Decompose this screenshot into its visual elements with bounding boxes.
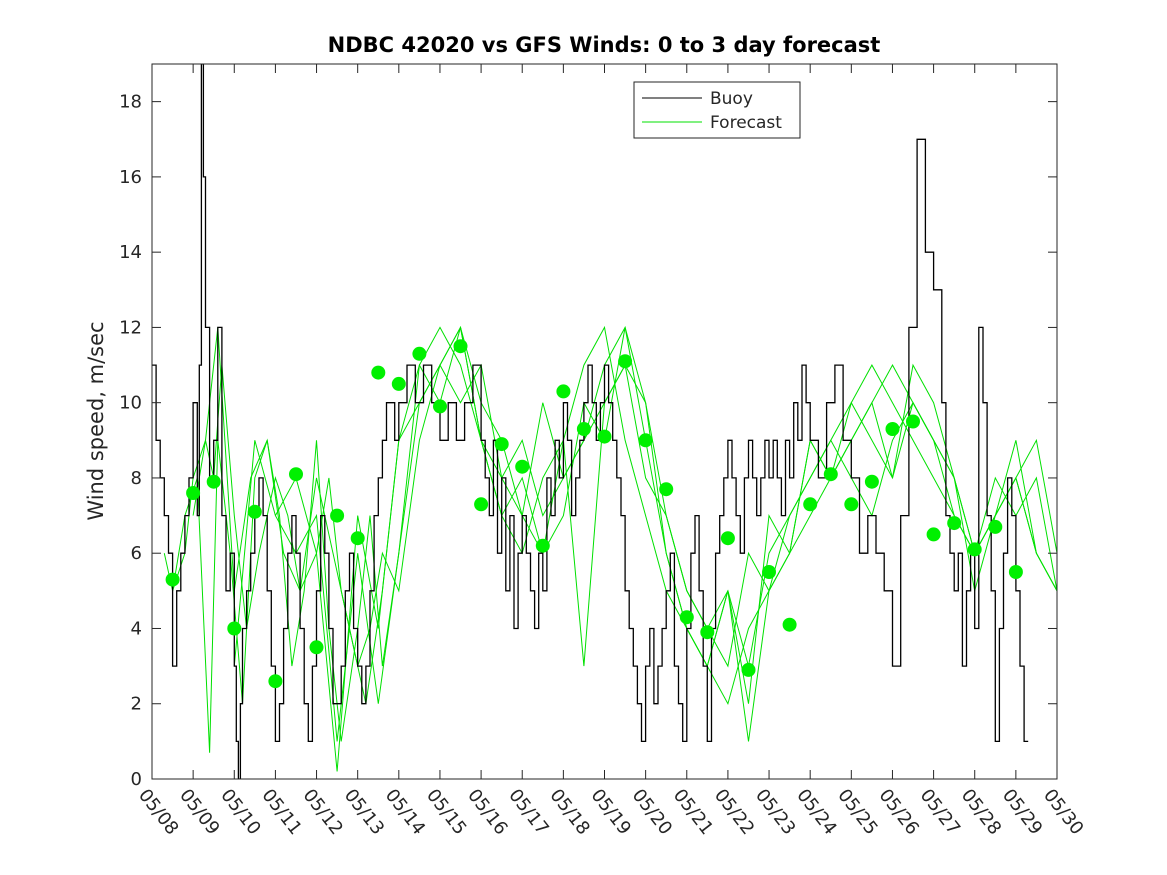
forecast-marker [679, 610, 694, 625]
x-tick-label: 05/24 [792, 785, 840, 839]
y-tick-label: 16 [119, 167, 142, 188]
buoy-series-line [152, 64, 1029, 779]
forecast-marker [247, 504, 262, 519]
x-tick-label: 05/11 [257, 785, 305, 839]
forecast-marker [453, 339, 468, 354]
x-tick-label: 05/09 [175, 785, 223, 839]
forecast-marker [1008, 565, 1023, 579]
forecast-marker [864, 474, 879, 489]
forecast-marker [762, 565, 776, 579]
forecast-marker [289, 467, 303, 482]
x-tick-label: 05/17 [504, 785, 552, 839]
forecast-marker [803, 497, 818, 512]
forecast-marker [720, 531, 735, 546]
forecast-marker [165, 572, 180, 587]
x-tick-label: 05/15 [422, 785, 470, 839]
y-tick-label: 14 [119, 242, 142, 263]
forecast-marker [350, 531, 365, 546]
forecast-marker [309, 640, 324, 655]
y-tick-label: 12 [119, 317, 142, 338]
x-tick-label: 05/25 [833, 785, 881, 839]
forecast-marker [268, 674, 283, 689]
forecast-marker [926, 527, 941, 542]
plot-area: 0 2 4 6 8 10 12 14 16 18 05/0805/0905/1005/1105/12… [119, 63, 1088, 839]
legend-box [633, 81, 801, 139]
forecast-marker [494, 437, 509, 452]
forecast-series-line-3 [192, 325, 1057, 706]
legend-buoy-label: Buoy [710, 89, 753, 109]
y-tick-label: 2 [131, 694, 142, 715]
series-group [152, 64, 1057, 779]
x-tick-label: 05/29 [998, 785, 1046, 839]
x-tick-label: 05/26 [875, 785, 923, 839]
forecast-marker [330, 508, 345, 523]
forecast-marker [515, 459, 530, 474]
forecast-marker [556, 384, 571, 399]
x-tick-label: 05/20 [628, 785, 676, 839]
forecast-marker [618, 354, 633, 369]
x-tick-label: 05/16 [463, 785, 511, 839]
forecast-marker [967, 542, 982, 557]
plot-background [152, 64, 1057, 779]
forecast-marker [474, 497, 489, 512]
x-tick-label: 05/22 [710, 785, 758, 839]
forecast-marker [227, 621, 242, 636]
x-tick-label: 05/14 [381, 785, 429, 839]
x-tick-label: 05/08 [134, 785, 182, 839]
x-tick-label: 05/10 [216, 785, 264, 839]
y-tick-label: 4 [131, 618, 142, 639]
forecast-marker [576, 422, 591, 436]
forecast-marker [885, 422, 900, 436]
forecast-series-line-1 [163, 363, 1057, 669]
forecast-marker [206, 474, 221, 489]
x-tick-label: 05/21 [669, 785, 717, 839]
forecast-marker [741, 662, 756, 677]
forecast-marker [412, 346, 427, 361]
x-tick-label: 05/19 [587, 785, 635, 839]
forecast-marker [844, 497, 859, 512]
forecast-marker [433, 399, 447, 414]
x-tick-label: 05/23 [751, 785, 799, 839]
legend-forecast-label: Forecast [710, 113, 782, 133]
y-tick-label: 8 [131, 468, 142, 489]
forecast-marker [906, 414, 920, 429]
forecast-marker [597, 429, 612, 444]
forecast-series-line-5 [274, 325, 1057, 772]
forecast-marker [782, 617, 797, 632]
forecast-marker [659, 482, 674, 497]
y-tick-label: 6 [131, 543, 142, 564]
forecast-marker [988, 519, 1003, 534]
forecast-marker [638, 433, 653, 448]
forecast-marker [535, 538, 550, 553]
forecast-marker [823, 467, 838, 482]
y-tick-label: 0 [131, 769, 142, 790]
y-axis-label: Wind speed, m/sec [84, 321, 108, 520]
forecast-marker [700, 625, 715, 640]
x-tick-label: 05/12 [299, 785, 347, 839]
x-tick-label: 05/30 [1039, 785, 1087, 839]
forecast-marker [371, 365, 386, 380]
legend: Buoy Forecast [633, 81, 801, 139]
y-tick-label: 18 [119, 92, 142, 113]
forecast-marker [186, 486, 201, 500]
chart-title: NDBC 42020 vs GFS Winds: 0 to 3 day fore… [328, 33, 881, 57]
x-tick-label: 05/28 [957, 785, 1005, 839]
y-tick-label: 10 [119, 393, 142, 414]
x-tick-label: 05/27 [916, 785, 964, 839]
x-tick-label: 05/13 [340, 785, 388, 839]
forecast-marker [947, 516, 962, 531]
x-tick-label: 05/18 [545, 785, 593, 839]
forecast-marker [391, 376, 406, 391]
